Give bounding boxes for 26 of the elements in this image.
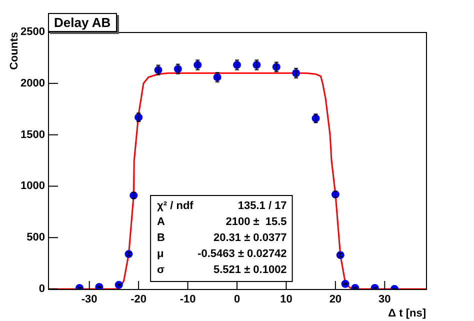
y-tick-label: 500 [26, 232, 45, 244]
annotation: χ² / ndf [157, 200, 194, 212]
x-tick-label: -30 [81, 294, 98, 306]
chart-title: Delay AB [48, 13, 117, 32]
x-tick-label: 10 [280, 294, 292, 306]
y-axis-title: Counts [8, 32, 21, 70]
annotation: 20.31 ± 0.0377 [213, 232, 287, 244]
annotation: B [157, 232, 166, 244]
y-tick-label: 1000 [20, 180, 45, 192]
y-tick-label: 2500 [20, 26, 45, 38]
annotation: A [157, 216, 166, 228]
annotation: σ [157, 264, 166, 276]
y-tick-label: 1500 [20, 128, 45, 141]
annotation: μ [157, 248, 164, 260]
x-tick-label: -10 [180, 294, 196, 306]
x-tick-label: 0 [234, 294, 240, 306]
annotation: 135.1 / 17 [238, 200, 287, 212]
y-tick-label: 0 [38, 283, 45, 296]
annotation: 2100 ± 15.5 [226, 216, 287, 228]
annotation: 5.521 ± 0.1002 [213, 264, 287, 276]
x-tick-label: 30 [378, 294, 391, 306]
annotation: -0.5463 ± 0.02742 [198, 248, 287, 260]
x-tick-label: 20 [329, 294, 342, 306]
x-tick-label: -20 [130, 294, 147, 306]
y-tick-label: 2000 [20, 77, 45, 90]
x-axis-title: Δ t [ns] [388, 308, 426, 320]
